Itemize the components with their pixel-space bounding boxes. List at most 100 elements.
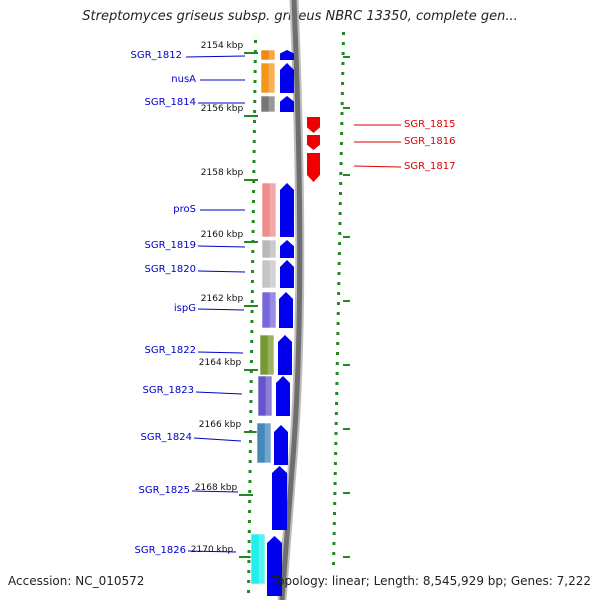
gene-block	[261, 259, 277, 289]
right-track-dot	[337, 252, 341, 255]
left-track-dot	[250, 310, 254, 313]
left-track-dot	[248, 470, 252, 473]
gene-label: SGR_1826	[135, 545, 187, 556]
gene-block-sheen	[268, 50, 275, 60]
gene-block	[261, 291, 277, 329]
right-track-dot	[336, 322, 340, 325]
right-scale-tick	[343, 174, 350, 176]
ruler-label: 2160 kbp	[201, 230, 244, 240]
gene-label: SGR_1814	[145, 97, 197, 108]
forward-gene-arrow	[278, 335, 292, 375]
right-track-dot	[340, 122, 344, 125]
ruler-label: 2164 kbp	[199, 358, 242, 368]
right-track-dot	[333, 482, 337, 485]
right-track-dot	[336, 342, 340, 345]
gene-block-sheen	[268, 63, 275, 93]
right-track-dot	[341, 82, 345, 85]
left-track-dot	[247, 540, 251, 543]
right-track-dot	[334, 442, 338, 445]
gene-block	[256, 422, 272, 464]
right-scale-tick	[343, 107, 350, 109]
gene-label: SGR_1819	[145, 240, 197, 251]
sequence-backbone	[279, 0, 303, 600]
left-track-dot	[250, 350, 254, 353]
gene-leader-line	[195, 391, 243, 395]
right-track-dot	[340, 92, 344, 95]
left-track-dot	[253, 100, 257, 103]
forward-gene-arrow	[276, 376, 290, 416]
forward-gene-arrow	[279, 292, 293, 328]
right-track-dot	[338, 222, 342, 225]
left-track-dot	[247, 530, 251, 533]
forward-gene-arrow	[267, 536, 282, 596]
forward-gene-arrow	[280, 63, 294, 93]
topology-summary: Topology: linear; Length: 8,545,929 bp; …	[271, 574, 591, 588]
accession-text: Accession: NC_010572	[8, 574, 145, 588]
gene-block-sheen	[268, 96, 275, 112]
gene-block	[260, 62, 276, 94]
left-track-dot	[252, 160, 256, 163]
right-track-dot	[339, 172, 343, 175]
gene-label: SGR_1824	[141, 432, 193, 443]
right-track-dot	[333, 472, 337, 475]
gene-block	[257, 375, 273, 417]
right-track-dot	[333, 492, 337, 495]
right-scale-tick	[343, 56, 350, 58]
right-track-dot	[338, 202, 342, 205]
right-track-dot	[332, 552, 336, 555]
left-track-dot	[248, 460, 252, 463]
right-track-dot	[332, 512, 336, 515]
left-track-dot	[249, 380, 253, 383]
right-track-dot	[336, 312, 340, 315]
forward-gene-arrow	[272, 466, 287, 530]
right-track-dot	[335, 402, 339, 405]
ruler-tick	[239, 556, 253, 558]
left-track-dot	[253, 80, 257, 83]
left-track-dot	[250, 290, 254, 293]
left-track-dot	[252, 140, 256, 143]
left-track-dot	[252, 190, 256, 193]
left-track-dot	[251, 220, 255, 223]
gene-leader-line	[197, 270, 246, 273]
right-track-dot	[335, 352, 339, 355]
left-track-dot	[247, 580, 251, 583]
right-track-dot	[342, 32, 345, 35]
left-track-dot	[250, 320, 254, 323]
left-track-dot	[249, 390, 253, 393]
left-track-dot	[248, 500, 252, 503]
left-track-dot	[249, 360, 253, 363]
gene-leader-line	[197, 351, 244, 354]
right-track-dot	[340, 132, 344, 135]
ruler-tick	[244, 241, 258, 243]
right-scale-tick	[343, 556, 350, 558]
ruler-tick	[244, 369, 258, 371]
gene-leader-line	[353, 165, 402, 168]
ruler-label: 2168 kbp	[195, 483, 238, 493]
left-track-dot	[250, 340, 254, 343]
right-track-dot	[340, 102, 344, 105]
forward-gene-arrow	[280, 240, 294, 258]
left-track-dot	[249, 400, 253, 403]
left-track-dot	[249, 370, 253, 373]
gene-leader-line	[193, 437, 242, 442]
left-track-dot	[253, 60, 257, 63]
gene-label: SGR_1816	[404, 136, 456, 147]
gene-leader-line	[197, 308, 245, 311]
gene-label: SGR_1820	[145, 264, 197, 275]
reverse-gene-arrow	[307, 153, 320, 182]
gene-label: SGR_1823	[143, 385, 195, 396]
gene-leader-line	[187, 550, 237, 553]
right-track-dot	[339, 182, 343, 185]
right-track-dot	[335, 372, 339, 375]
right-track-dot	[339, 152, 343, 155]
gene-label: SGR_1815	[404, 119, 456, 130]
left-track-dot	[252, 130, 256, 133]
ruler-tick	[244, 115, 258, 117]
left-track-dot	[247, 570, 251, 573]
right-track-dot	[333, 462, 337, 465]
gene-label: SGR_1812	[131, 50, 183, 61]
gene-label: ispG	[174, 303, 196, 314]
right-track-dot	[334, 432, 338, 435]
left-track-dot	[250, 300, 254, 303]
